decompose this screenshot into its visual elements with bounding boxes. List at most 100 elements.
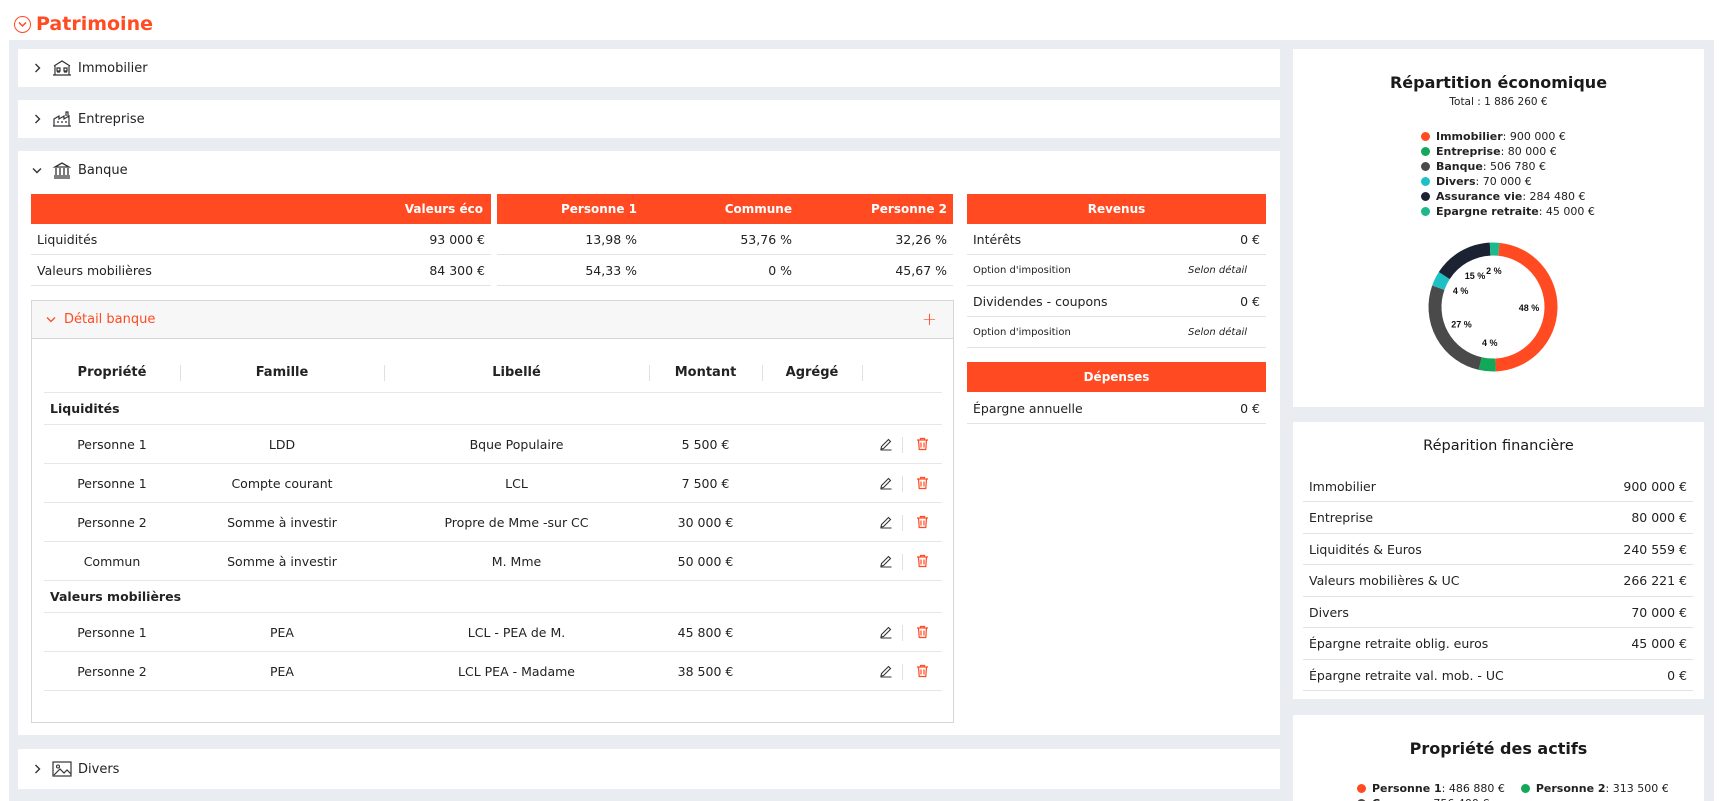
donut-slice[interactable] [1495,242,1558,372]
card-title: Propriété des actifs [1409,739,1588,758]
donut-slice[interactable] [1438,242,1491,280]
donut-slice[interactable] [1432,272,1450,290]
delete-button[interactable] [910,652,934,690]
action-separator [902,437,903,453]
legend-dot [1421,192,1430,201]
table-row: Liquidités & Euros 240 559 € [1303,534,1693,565]
legend-value: : 45 000 € [1538,205,1595,218]
donut-slice[interactable] [1428,285,1482,370]
legend-item[interactable]: Immobilier : 900 000 € [1421,129,1595,144]
legend-item[interactable]: Banque : 506 780 € [1421,159,1595,174]
legend-item[interactable]: Entreprise : 80 000 € [1421,144,1595,159]
cell-libelle: LCL [505,475,528,491]
row-label: Valeurs mobilières & UC [1309,573,1460,588]
total-label: Total : 1 886 260 € [1449,96,1548,108]
legend-value: : 70 000 € [1475,175,1532,188]
donut-slice[interactable] [1478,357,1496,372]
trash-icon [916,554,928,568]
revenus-value: 0 € [1240,293,1260,309]
edit-button[interactable] [874,613,898,651]
cell-montant: 30 000 € [677,514,734,530]
row-label: Entreprise [1309,510,1374,525]
action-separator [902,664,903,680]
table-row: Personne 1 Compte courant LCL 7 500 € [44,464,942,503]
legend-item[interactable]: Commun : 756 400 € [1357,796,1489,801]
chevron-down-icon [30,167,44,174]
card-title: Répartition économique [1389,73,1608,92]
option-value[interactable]: Selon détail [1188,264,1248,276]
header-label: Revenus [1087,202,1146,216]
col-libelle: Libellé [492,365,541,380]
section-label: Banque [78,162,128,178]
table-row: 54,33 % 0 % 45,67 % [497,255,953,286]
section-immobilier[interactable]: Immobilier [18,49,1280,87]
delete-button[interactable] [910,613,934,651]
table-row: Entreprise 80 000 € [1303,503,1693,534]
legend-value: : 284 480 € [1522,190,1586,203]
legend-item[interactable]: Epargne retraite : 45 000 € [1421,204,1595,219]
row-value: 93 000 € [429,231,485,247]
legend-value: : 506 780 € [1482,160,1546,173]
row-p2: 32,26 % [895,231,947,247]
legend-item[interactable]: Assurance vie : 284 480 € [1421,189,1595,204]
detail-banque-header[interactable]: Détail banque + [32,301,953,339]
legend-value: : 756 400 € [1426,797,1489,801]
row-label: Liquidités & Euros [1309,541,1422,557]
option-label: Option d'imposition [973,264,1071,276]
option-label: Option d'imposition [973,326,1071,338]
delete-button[interactable] [910,425,934,463]
table-row: Commun Somme à investir M. Mme 50 000 € [44,542,942,581]
detail-table: Propriété Famille Libellé Montant Agrégé… [44,339,942,719]
cell-libelle: M. Mme [491,553,542,569]
section-label: Immobilier [78,60,148,76]
edit-button[interactable] [874,425,898,463]
bank-icon [52,160,72,180]
legend-name: Assurance vie [1436,190,1523,203]
row-value: 0 € [1667,667,1687,683]
section-entreprise[interactable]: Entreprise [18,100,1280,138]
header-label: Valeurs éco [404,202,483,216]
row-value: 266 221 € [1623,573,1687,588]
legend-item[interactable]: Personne 1 : 486 880 € [1357,781,1505,796]
slice-label: 4 % [1482,338,1498,348]
legend-dot [1421,162,1430,171]
legend-value: : 313 500 € [1605,782,1669,795]
cell-famille: PEA [270,624,294,640]
legend-name: Personne 1 [1372,782,1442,795]
edit-button[interactable] [874,652,898,690]
delete-button[interactable] [910,542,934,580]
page-title[interactable]: Patrimoine [14,12,153,36]
chevron-down-circle-icon [14,15,31,33]
legend-item[interactable]: Divers : 70 000 € [1421,174,1595,189]
page-title-label: Patrimoine [36,13,153,35]
table-row: Valeurs mobilières & UC 266 221 € [1303,566,1693,597]
edit-button[interactable] [874,503,898,541]
header-valeurs-eco: Valeurs éco [31,194,491,224]
row-p2: 45,67 % [895,262,947,278]
option-row[interactable]: Option d'imposition Selon détail [967,317,1266,348]
action-separator [902,554,903,570]
delete-button[interactable] [910,503,934,541]
factory-icon [52,109,72,129]
edit-button[interactable] [874,542,898,580]
add-button[interactable]: + [921,309,937,330]
table-row: Personne 1 LDD Bque Populaire 5 500 € [44,425,942,464]
delete-button[interactable] [910,464,934,502]
row-value: 70 000 € [1631,604,1687,620]
edit-button[interactable] [874,464,898,502]
section-banque-header[interactable]: Banque [18,151,1280,189]
row-p1: 13,98 % [585,231,637,247]
option-row[interactable]: Option d'imposition Selon détail [967,255,1266,286]
cell-montant: 45 800 € [677,624,734,640]
legend-dot [1357,784,1366,793]
row-value: 84 300 € [429,262,485,278]
section-divers[interactable]: Divers [18,749,1280,789]
legend-dot [1520,784,1530,793]
legend-item[interactable]: Personne 2 : 313 500 € [1520,781,1669,796]
slice-label: 4 % [1453,286,1469,296]
cell-famille: LDD [268,436,296,452]
option-value[interactable]: Selon détail [1188,326,1248,338]
cell-libelle: Bque Populaire [469,436,564,452]
header-personne1: Personne 1 [561,202,637,216]
trash-icon [916,476,928,490]
